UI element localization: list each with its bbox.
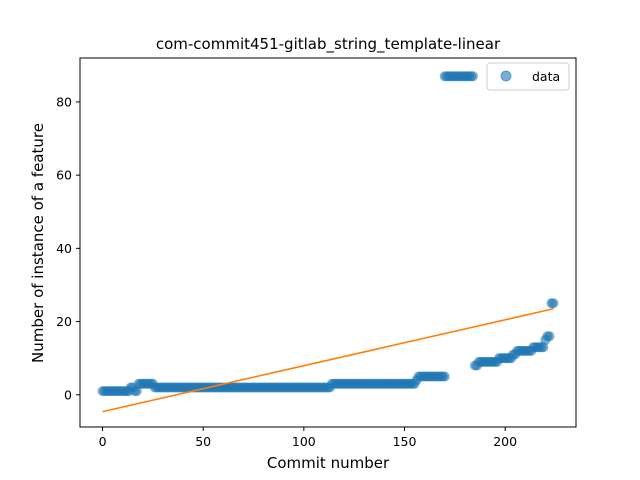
x-tick-label: 200 <box>493 434 517 449</box>
y-tick-label: 60 <box>56 168 72 183</box>
data-point <box>439 371 450 382</box>
legend: data <box>486 62 570 91</box>
data-point <box>548 298 559 309</box>
fit-line <box>102 307 554 413</box>
x-tick-label: 150 <box>393 434 417 449</box>
x-tick-label: 0 <box>99 434 107 449</box>
x-axis-label: Commit number <box>267 454 390 472</box>
y-tick-label: 40 <box>56 241 72 256</box>
x-tick-label: 50 <box>195 434 211 449</box>
y-tick-label: 80 <box>56 94 72 109</box>
axes: 0 50 100 150 200 0 20 40 60 80 <box>56 57 577 449</box>
legend-entry-data: data <box>532 69 560 84</box>
axes-frame <box>79 57 577 428</box>
chart-title: com-commit451-gitlab_string_template-lin… <box>156 35 501 54</box>
x-tick-label: 100 <box>292 434 316 449</box>
plot-area <box>97 71 559 413</box>
y-tick-label: 20 <box>56 314 72 329</box>
y-axis-label: Number of instance of a feature <box>29 123 47 363</box>
data-point <box>467 71 478 82</box>
legend-frame <box>486 62 570 91</box>
data-point <box>544 331 555 342</box>
legend-marker-data <box>500 70 512 82</box>
y-tick-label: 0 <box>64 387 72 402</box>
